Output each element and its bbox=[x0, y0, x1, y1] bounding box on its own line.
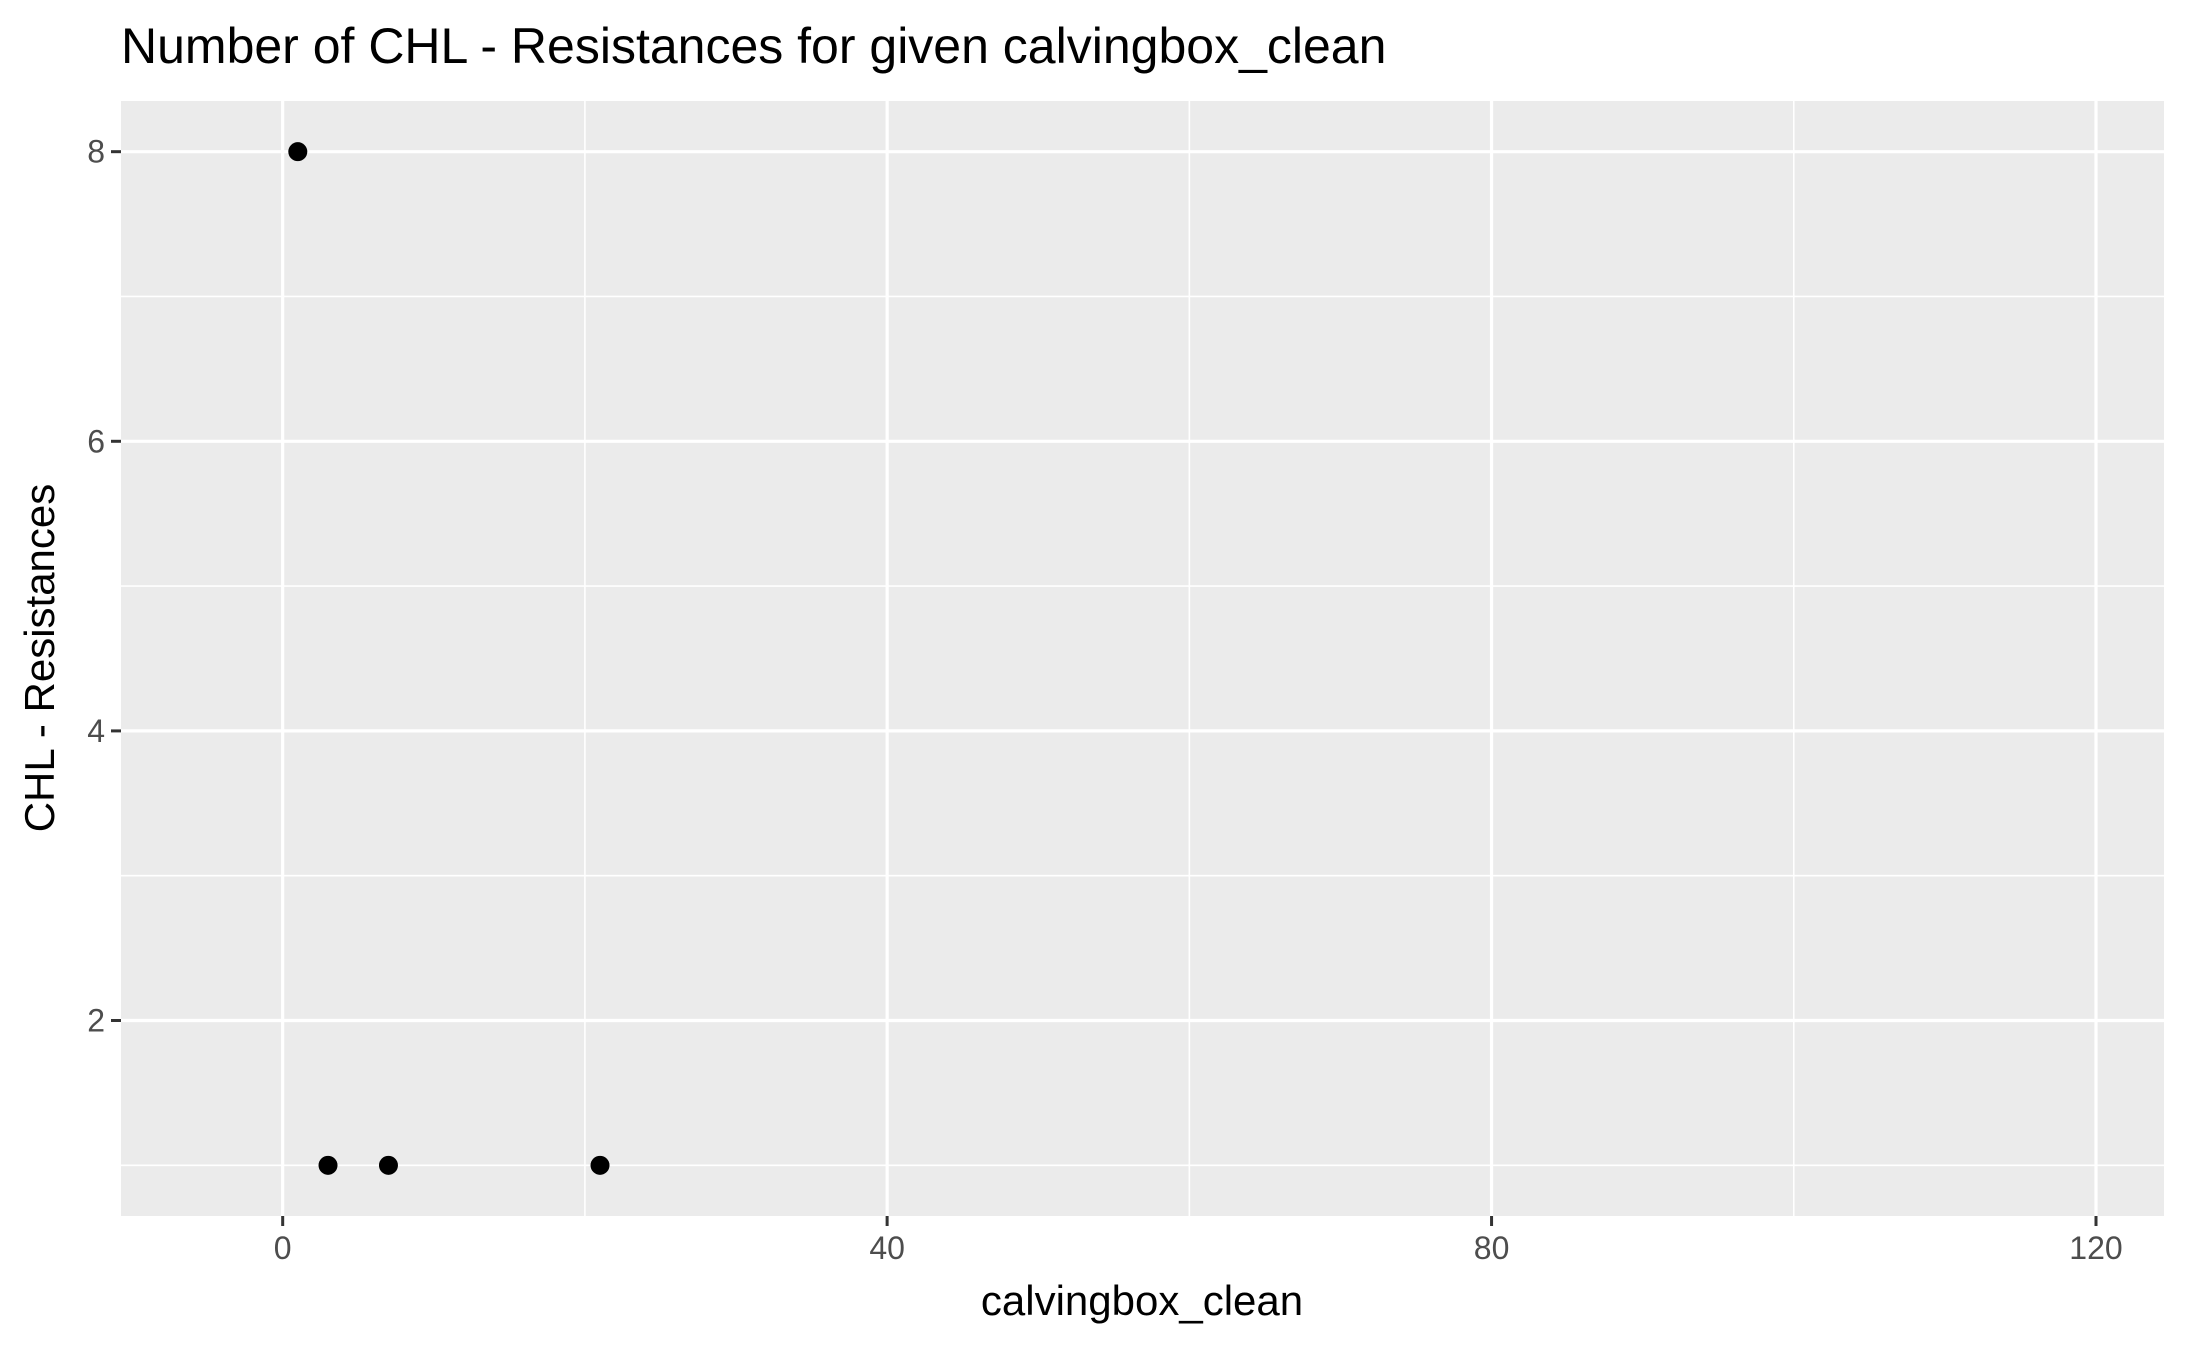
x-tick-label: 40 bbox=[869, 1230, 905, 1266]
y-tick-label: 2 bbox=[87, 1003, 105, 1039]
y-tick-label: 4 bbox=[87, 713, 105, 749]
x-axis-title: calvingbox_clean bbox=[981, 1277, 1303, 1324]
x-tick-label: 0 bbox=[274, 1230, 292, 1266]
y-axis-title: CHL - Resistances bbox=[16, 484, 63, 833]
data-points bbox=[288, 142, 610, 1175]
data-point bbox=[318, 1155, 338, 1175]
y-axis: 2 4 6 8 bbox=[87, 134, 121, 1039]
x-tick-label: 80 bbox=[1474, 1230, 1510, 1266]
grid-minor bbox=[121, 101, 2164, 1216]
chart-title: Number of CHL - Resistances for given ca… bbox=[121, 18, 1386, 74]
y-tick-label: 6 bbox=[87, 423, 105, 459]
plot-panel bbox=[121, 101, 2164, 1216]
grid-major bbox=[121, 101, 2164, 1216]
data-point bbox=[378, 1155, 398, 1175]
data-point bbox=[590, 1155, 610, 1175]
y-tick-label: 8 bbox=[87, 134, 105, 170]
x-axis: 0 40 80 120 bbox=[274, 1216, 2123, 1266]
x-tick-label: 120 bbox=[2069, 1230, 2122, 1266]
data-point bbox=[288, 142, 308, 162]
